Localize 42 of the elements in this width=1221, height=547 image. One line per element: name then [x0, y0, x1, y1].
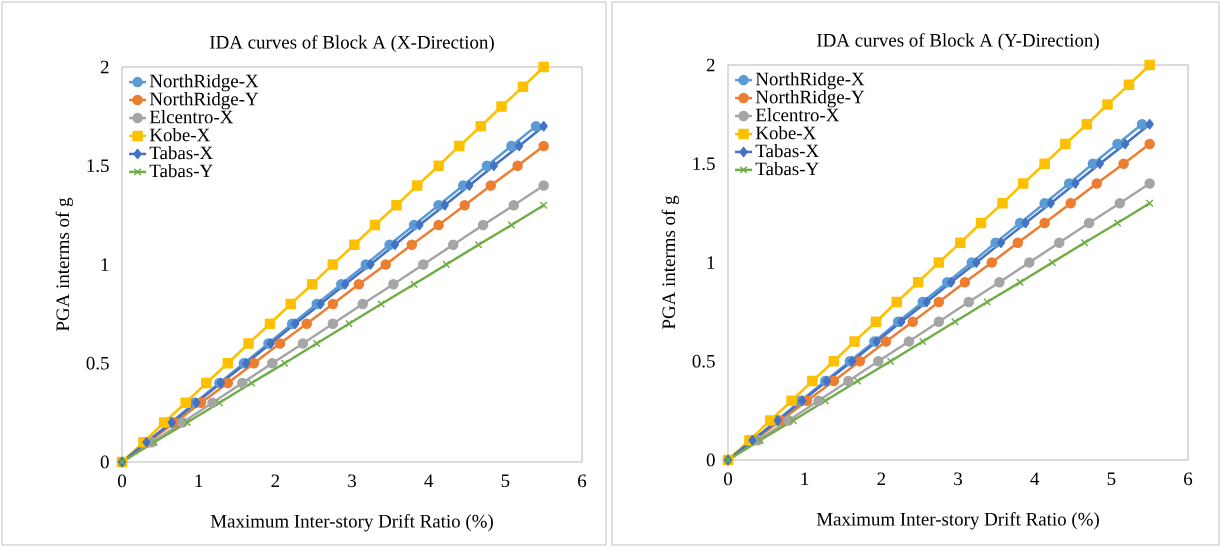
y-tick-label: 0 [706, 453, 715, 467]
x-tick-label: 4 [424, 474, 434, 487]
x-axis-title: Maximum Inter-story Drift Ratio (%) [210, 514, 493, 532]
legend-label: Kobe-X [755, 126, 816, 140]
y-tick-label: 1.5 [693, 157, 715, 171]
x-tick-label: 6 [1184, 472, 1193, 486]
x-tick-label: 3 [954, 472, 962, 486]
y-tick-label: 0.5 [86, 356, 109, 370]
chart-title: IDA curves of Block A (X-Direction) [209, 35, 494, 53]
legend-label: Tabas-X [755, 143, 819, 158]
x-axis-title: Maximum Inter-story Drift Ratio (%) [816, 512, 1099, 530]
legend-label: Tabas-X [149, 145, 213, 160]
legend-label: Kobe-X [149, 128, 210, 142]
x-tick-label: 5 [1107, 472, 1116, 486]
y-tick-label: 1.5 [87, 159, 109, 173]
legend-label: NorthRidge-Y [149, 92, 259, 110]
legend-label: NorthRidge-Y [755, 90, 865, 108]
legend-label: NorthRidge-X [149, 74, 259, 92]
x-tick-label: 1 [801, 472, 809, 485]
x-tick-label: 2 [271, 474, 280, 488]
x-tick-label: 1 [195, 474, 203, 487]
legend-label: NorthRidge-X [755, 72, 865, 90]
x-tick-label: 3 [348, 474, 356, 488]
legend-label: Elcentro-X [149, 110, 234, 124]
x-tick-label: 6 [578, 474, 587, 488]
legend-label: Tabas-Y [149, 163, 213, 178]
y-axis-title: PGA interms of g [661, 195, 680, 329]
y-axis-title: PGA interms of g [55, 197, 74, 331]
y-tick-label: 1 [707, 256, 715, 269]
chart-title: IDA curves of Block A (Y-Direction) [817, 33, 1099, 51]
y-tick-label: 1 [101, 258, 109, 271]
legend-label: Elcentro-X [755, 108, 840, 122]
x-tick-label: 0 [118, 474, 127, 488]
y-tick-label: 0 [100, 455, 109, 469]
y-tick-label: 2 [706, 58, 715, 72]
x-tick-label: 2 [877, 472, 886, 486]
y-tick-label: 0.5 [692, 354, 715, 368]
x-tick-label: 5 [501, 474, 510, 488]
y-tick-label: 2 [100, 60, 109, 74]
legend-label: Tabas-Y [755, 161, 819, 176]
x-tick-label: 0 [724, 472, 733, 486]
x-tick-label: 4 [1030, 472, 1040, 485]
